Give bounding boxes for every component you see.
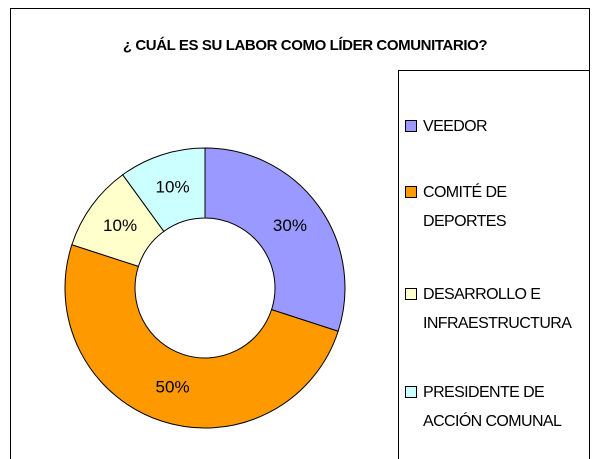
- legend-label: DESARROLLO E INFRAESTRUCTURA: [423, 286, 572, 332]
- donut-slice: [204, 147, 346, 332]
- donut-slice: [64, 244, 339, 429]
- chart-title: ¿ CUÁL ES SU LABOR COMO LÍDER COMUNITARI…: [122, 37, 488, 54]
- legend-swatch: [405, 120, 417, 132]
- legend-entry: COMITÉ DE DEPORTES: [405, 178, 585, 236]
- data-label: 50%: [156, 377, 190, 396]
- legend-label: VEEDOR: [423, 118, 488, 135]
- legend-swatch: [405, 288, 417, 300]
- data-label: 30%: [273, 216, 307, 235]
- legend-entry: PRESIDENTE DE ACCIÓN COMUNAL: [405, 378, 585, 436]
- legend-entry: DESARROLLO E INFRAESTRUCTURA: [405, 280, 585, 338]
- legend-swatch: [405, 386, 417, 398]
- donut-slice: [122, 147, 206, 233]
- legend-swatch: [405, 186, 417, 198]
- legend-box: [398, 70, 590, 459]
- legend-label: PRESIDENTE DE ACCIÓN COMUNAL: [423, 384, 562, 430]
- legend-label: COMITÉ DE DEPORTES: [423, 184, 507, 230]
- legend-entry: VEEDOR: [405, 112, 585, 141]
- data-label: 10%: [156, 178, 190, 197]
- data-label: 10%: [103, 216, 137, 235]
